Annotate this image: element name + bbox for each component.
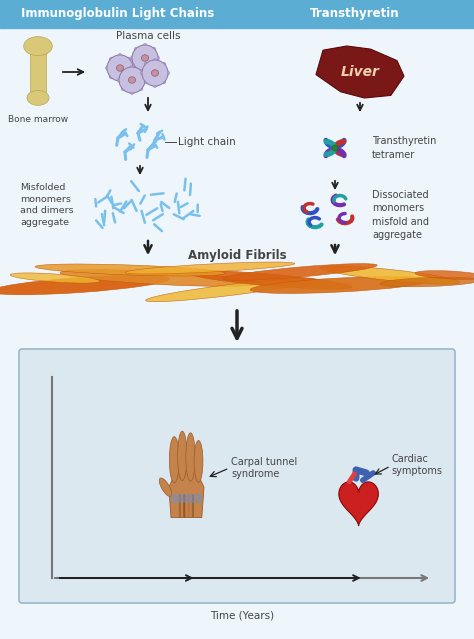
Bar [171, 495, 202, 503]
Circle shape [161, 79, 166, 84]
Ellipse shape [60, 270, 260, 286]
Circle shape [134, 64, 139, 69]
Circle shape [142, 60, 168, 86]
Ellipse shape [35, 264, 225, 276]
Bar [0, 0, 474, 28]
Circle shape [144, 79, 149, 84]
Circle shape [132, 45, 158, 71]
Ellipse shape [24, 36, 52, 56]
Ellipse shape [159, 478, 172, 497]
Circle shape [142, 78, 146, 82]
Circle shape [121, 86, 126, 91]
Ellipse shape [141, 55, 148, 61]
Circle shape [153, 82, 157, 88]
Circle shape [138, 69, 143, 74]
Ellipse shape [178, 431, 187, 481]
Text: Light chain: Light chain [178, 137, 236, 147]
Circle shape [143, 43, 147, 49]
Circle shape [153, 59, 157, 63]
Text: Immunoglobulin Light Chains: Immunoglobulin Light Chains [21, 8, 215, 20]
Ellipse shape [0, 275, 170, 295]
Circle shape [161, 62, 166, 67]
Text: Misfolded
monomers
and dimers
aggregate: Misfolded monomers and dimers aggregate [20, 183, 73, 227]
Circle shape [118, 54, 122, 58]
Ellipse shape [146, 279, 314, 302]
Circle shape [131, 56, 136, 60]
Circle shape [107, 55, 133, 81]
Text: Time (Years): Time (Years) [210, 610, 274, 620]
Text: Carpal tunnel
syndrome: Carpal tunnel syndrome [231, 457, 298, 479]
Ellipse shape [169, 436, 179, 483]
Ellipse shape [380, 277, 474, 287]
Ellipse shape [128, 77, 136, 83]
Circle shape [130, 66, 134, 70]
Circle shape [109, 74, 114, 79]
Ellipse shape [320, 266, 460, 284]
Circle shape [143, 68, 147, 72]
Text: Dissociated
monomers
misfold and
aggregate: Dissociated monomers misfold and aggrega… [372, 190, 429, 240]
Text: Liver: Liver [340, 65, 380, 79]
Ellipse shape [27, 90, 49, 105]
Ellipse shape [125, 262, 295, 274]
Circle shape [332, 145, 338, 151]
Circle shape [134, 47, 139, 52]
Polygon shape [339, 482, 378, 526]
Ellipse shape [415, 270, 474, 279]
Circle shape [126, 57, 131, 62]
Circle shape [144, 62, 149, 67]
Circle shape [106, 66, 110, 70]
Circle shape [164, 71, 169, 75]
Circle shape [118, 78, 122, 82]
Text: Bone marrow: Bone marrow [8, 115, 68, 124]
Circle shape [130, 66, 134, 70]
FancyBboxPatch shape [19, 349, 455, 603]
Bar [30, 52, 46, 93]
Text: Transthyretin: Transthyretin [310, 8, 400, 20]
Ellipse shape [250, 277, 430, 293]
Text: Amyloid Fibrils: Amyloid Fibrils [188, 249, 286, 262]
Polygon shape [169, 471, 204, 518]
Circle shape [141, 71, 146, 75]
Circle shape [138, 86, 143, 91]
Ellipse shape [223, 264, 377, 281]
Circle shape [155, 56, 159, 60]
Text: Transthyretin
tetramer: Transthyretin tetramer [372, 136, 437, 160]
Circle shape [118, 78, 122, 82]
Circle shape [109, 57, 114, 62]
Circle shape [121, 69, 126, 74]
Polygon shape [316, 46, 404, 98]
Circle shape [151, 64, 156, 69]
Circle shape [151, 47, 156, 52]
Circle shape [119, 67, 145, 93]
Ellipse shape [117, 65, 124, 72]
Ellipse shape [186, 433, 195, 481]
Ellipse shape [194, 440, 203, 482]
Ellipse shape [10, 273, 100, 283]
Ellipse shape [151, 70, 159, 76]
Circle shape [126, 74, 131, 79]
Circle shape [130, 89, 134, 95]
Text: Cardiac
symptoms: Cardiac symptoms [392, 454, 443, 477]
Text: Plasma cells: Plasma cells [116, 31, 180, 41]
Ellipse shape [188, 271, 352, 289]
